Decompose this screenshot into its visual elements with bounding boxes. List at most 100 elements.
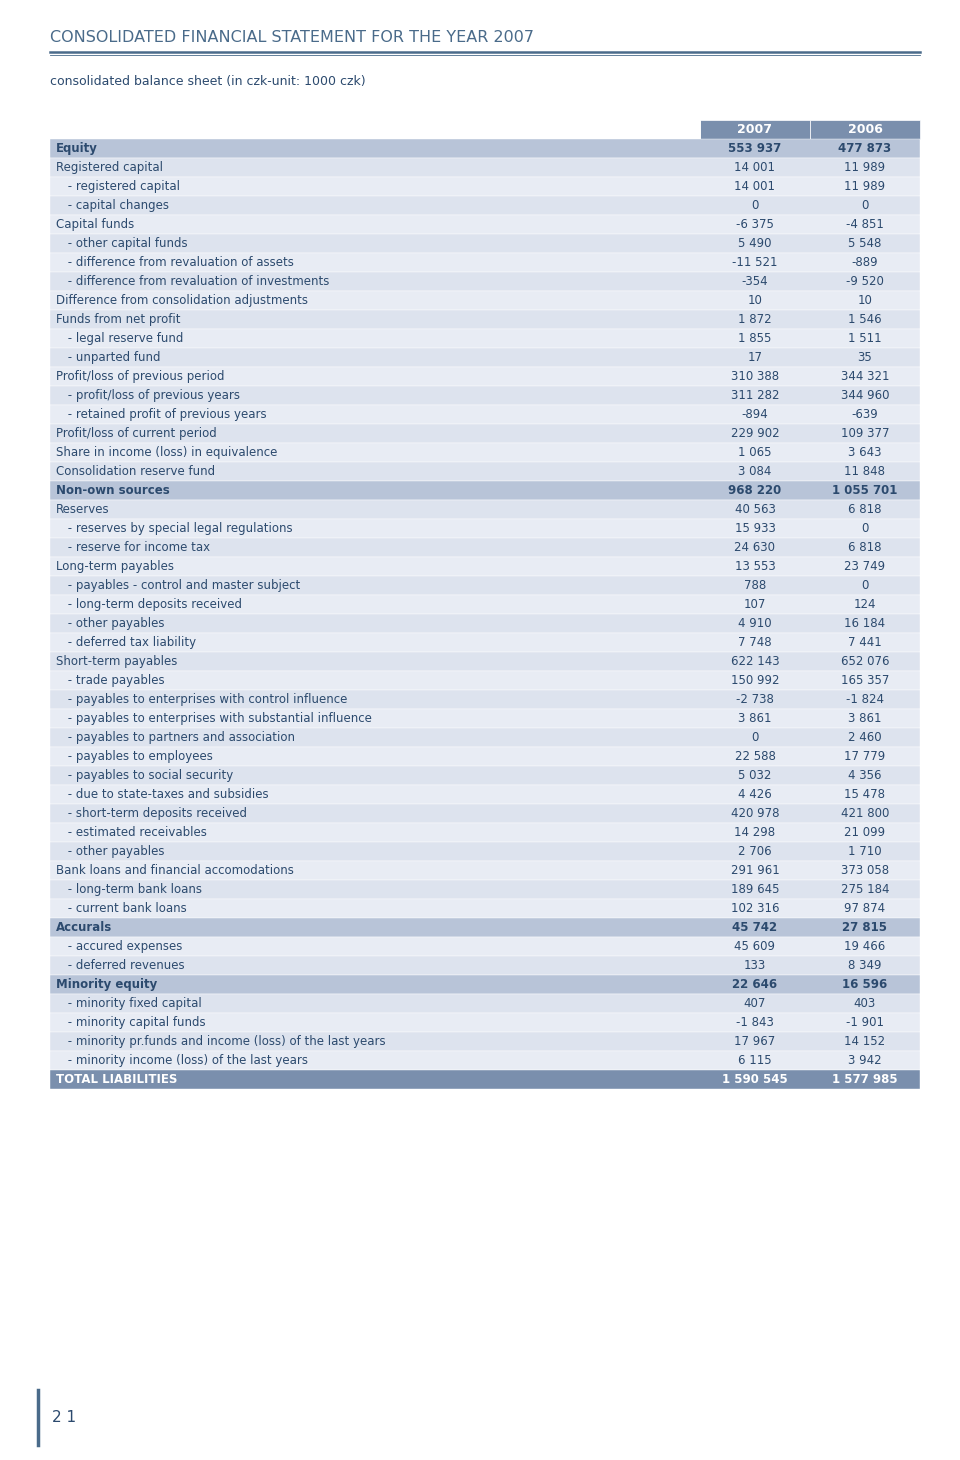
Bar: [50, 596, 920, 615]
Text: 421 800: 421 800: [841, 807, 889, 821]
Bar: [50, 120, 700, 139]
Bar: [50, 347, 920, 366]
Text: 1 511: 1 511: [849, 331, 882, 345]
Text: Profit/loss of previous period: Profit/loss of previous period: [56, 369, 225, 383]
Text: 7 748: 7 748: [738, 637, 772, 650]
Text: - deferred tax liability: - deferred tax liability: [64, 637, 196, 650]
Text: 3 942: 3 942: [849, 1054, 882, 1067]
Text: - other capital funds: - other capital funds: [64, 237, 187, 250]
Bar: [50, 577, 920, 596]
Bar: [50, 158, 920, 177]
Text: - difference from revaluation of assets: - difference from revaluation of assets: [64, 255, 294, 269]
Text: 1 855: 1 855: [738, 331, 772, 345]
Text: - current bank loans: - current bank loans: [64, 902, 187, 915]
Text: - minority fixed capital: - minority fixed capital: [64, 997, 202, 1010]
Bar: [50, 937, 920, 956]
Text: -6 375: -6 375: [736, 218, 774, 231]
Text: 407: 407: [744, 997, 766, 1010]
Text: - payables to enterprises with control influence: - payables to enterprises with control i…: [64, 694, 348, 707]
Text: 0: 0: [752, 731, 758, 745]
Text: 10: 10: [857, 293, 873, 307]
Text: - payables to partners and association: - payables to partners and association: [64, 731, 295, 745]
Text: 27 815: 27 815: [843, 921, 887, 934]
Text: Share in income (loss) in equivalence: Share in income (loss) in equivalence: [56, 445, 277, 458]
Text: Reserves: Reserves: [56, 504, 109, 515]
Text: -9 520: -9 520: [846, 274, 884, 288]
Text: 45 609: 45 609: [734, 940, 776, 953]
Text: 124: 124: [853, 599, 876, 610]
Bar: [50, 899, 920, 918]
Text: 11 989: 11 989: [845, 161, 885, 174]
Text: -11 521: -11 521: [732, 255, 778, 269]
Text: - payables to employees: - payables to employees: [64, 750, 213, 764]
Text: -4 851: -4 851: [846, 218, 884, 231]
Bar: [50, 139, 920, 158]
Text: - payables to social security: - payables to social security: [64, 769, 233, 783]
Bar: [50, 729, 920, 748]
Text: 23 749: 23 749: [845, 561, 885, 572]
Text: 17 779: 17 779: [845, 750, 886, 764]
Text: 553 937: 553 937: [729, 142, 781, 155]
Bar: [50, 480, 920, 499]
Bar: [50, 842, 920, 861]
Bar: [50, 499, 920, 518]
Text: 45 742: 45 742: [732, 921, 778, 934]
Text: Difference from consolidation adjustments: Difference from consolidation adjustment…: [56, 293, 308, 307]
Text: 10: 10: [748, 293, 762, 307]
Text: Minority equity: Minority equity: [56, 978, 157, 991]
Text: 2 460: 2 460: [849, 731, 882, 745]
Text: 968 220: 968 220: [729, 485, 781, 496]
Text: TOTAL LIABILITIES: TOTAL LIABILITIES: [56, 1073, 178, 1086]
Text: 344 960: 344 960: [841, 388, 889, 402]
Text: 5 032: 5 032: [738, 769, 772, 783]
Text: 11 848: 11 848: [845, 464, 885, 477]
Text: Short-term payables: Short-term payables: [56, 656, 178, 669]
Text: - registered capital: - registered capital: [64, 180, 180, 193]
Bar: [810, 120, 920, 139]
Text: 22 646: 22 646: [732, 978, 778, 991]
Bar: [50, 385, 920, 404]
Text: Registered capital: Registered capital: [56, 161, 163, 174]
Text: - trade payables: - trade payables: [64, 675, 164, 688]
Bar: [50, 994, 920, 1013]
Text: 14 298: 14 298: [734, 826, 776, 839]
Text: - other payables: - other payables: [64, 618, 164, 631]
Text: 0: 0: [861, 199, 869, 212]
Text: - due to state-taxes and subsidies: - due to state-taxes and subsidies: [64, 788, 269, 802]
Text: 15 478: 15 478: [845, 788, 885, 802]
Text: 1 546: 1 546: [849, 312, 882, 326]
Text: - minority capital funds: - minority capital funds: [64, 1016, 205, 1029]
Text: 1 577 985: 1 577 985: [832, 1073, 898, 1086]
Bar: [50, 366, 920, 385]
Text: 150 992: 150 992: [731, 675, 780, 688]
Text: 102 316: 102 316: [731, 902, 780, 915]
Text: Accurals: Accurals: [56, 921, 112, 934]
Text: - unparted fund: - unparted fund: [64, 350, 160, 364]
Text: consolidated balance sheet (in czk-unit: 1000 czk): consolidated balance sheet (in czk-unit:…: [50, 74, 366, 88]
Bar: [50, 177, 920, 196]
Text: 165 357: 165 357: [841, 675, 889, 688]
Text: - payables - control and master subject: - payables - control and master subject: [64, 580, 300, 591]
Text: -894: -894: [742, 407, 768, 420]
Text: -889: -889: [852, 255, 878, 269]
Text: 344 321: 344 321: [841, 369, 889, 383]
Bar: [50, 710, 920, 729]
Text: - minority income (loss) of the last years: - minority income (loss) of the last yea…: [64, 1054, 308, 1067]
Text: - short-term deposits received: - short-term deposits received: [64, 807, 247, 821]
Bar: [50, 253, 920, 272]
Text: 11 989: 11 989: [845, 180, 885, 193]
Text: 6 818: 6 818: [849, 542, 881, 553]
Text: - accured expenses: - accured expenses: [64, 940, 182, 953]
Text: Long-term payables: Long-term payables: [56, 561, 174, 572]
Bar: [50, 272, 920, 291]
Text: -354: -354: [742, 274, 768, 288]
Text: 15 933: 15 933: [734, 523, 776, 534]
Bar: [50, 823, 920, 842]
Text: - long-term bank loans: - long-term bank loans: [64, 883, 202, 896]
Text: 21 099: 21 099: [845, 826, 885, 839]
Text: 3 861: 3 861: [849, 712, 881, 726]
Text: Capital funds: Capital funds: [56, 218, 134, 231]
Bar: [50, 804, 920, 823]
Bar: [50, 615, 920, 634]
Bar: [50, 880, 920, 899]
